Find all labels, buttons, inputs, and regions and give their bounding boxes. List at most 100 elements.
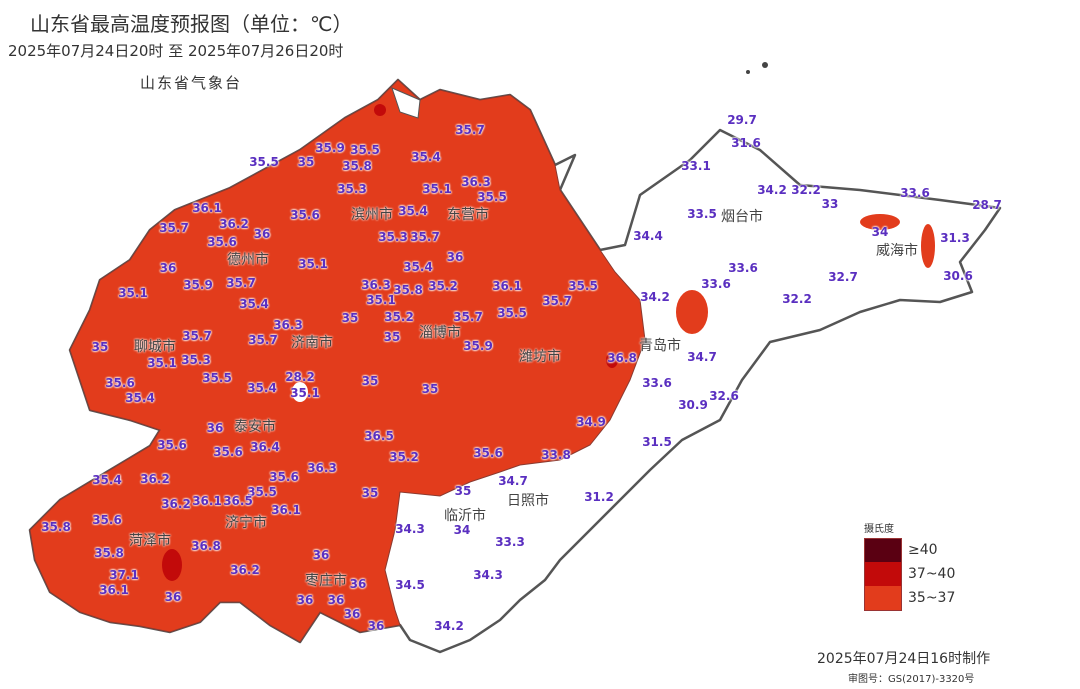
station-temperature: 31.5 (642, 435, 672, 449)
station-temperature: 36.8 (607, 351, 637, 365)
station-temperature: 35.3 (378, 230, 408, 244)
station-temperature: 36.5 (223, 494, 253, 508)
station-temperature: 35.7 (182, 329, 212, 343)
station-temperature: 36.3 (461, 175, 491, 189)
station-temperature: 35.3 (337, 182, 367, 196)
station-temperature: 36 (367, 619, 385, 633)
heat-patch (921, 224, 935, 268)
city-label: 济南市 (291, 335, 333, 351)
station-temperature: 28.7 (972, 198, 1002, 212)
legend: 摄氏度 ≥40 37~40 35~37 (864, 520, 955, 611)
station-temperature: 36.4 (250, 440, 280, 454)
station-temperature: 35.3 (181, 353, 211, 367)
station-temperature: 35.5 (350, 143, 380, 157)
station-temperature: 35 (383, 330, 401, 344)
station-temperature: 36.5 (364, 429, 394, 443)
station-temperature: 35.5 (477, 190, 507, 204)
station-temperature: 34.4 (633, 229, 663, 243)
station-temperature: 34.3 (395, 522, 425, 536)
station-temperature: 35.2 (428, 279, 458, 293)
city-label: 潍坊市 (519, 349, 561, 365)
station-temperature: 31.3 (940, 231, 970, 245)
station-temperature: 35.7 (159, 221, 189, 235)
station-temperature: 33.6 (642, 376, 672, 390)
production-time: 2025年07月24日16时制作 (817, 651, 991, 667)
station-temperature: 36.1 (192, 494, 222, 508)
heat-area-35-37 (29, 79, 646, 643)
legend-swatch (864, 562, 902, 586)
station-temperature: 35 (341, 311, 359, 325)
station-temperature: 35.7 (410, 230, 440, 244)
city-label: 滨州市 (351, 207, 393, 223)
station-temperature: 35 (421, 382, 439, 396)
station-temperature: 35.5 (568, 279, 598, 293)
station-temperature: 34.7 (687, 350, 717, 364)
map-title: 山东省最高温度预报图（单位：℃） (30, 12, 353, 36)
station-temperature: 30.9 (678, 398, 708, 412)
station-temperature: 33.6 (701, 277, 731, 291)
station-temperature: 35 (297, 155, 315, 169)
station-temperature: 34 (871, 225, 889, 239)
station-temperature: 36 (446, 250, 464, 264)
station-temperature: 33.8 (541, 448, 571, 462)
station-temperature: 36 (327, 593, 345, 607)
station-temperature: 35.4 (239, 297, 269, 311)
station-temperature: 28.2 (285, 370, 315, 384)
station-temperature: 35.6 (213, 445, 243, 459)
station-temperature: 35.6 (290, 208, 320, 222)
station-temperature: 35.1 (147, 356, 177, 370)
station-temperature: 35.4 (125, 391, 155, 405)
station-temperature: 36 (253, 227, 271, 241)
station-temperature: 34.7 (498, 474, 528, 488)
legend-swatch (864, 585, 902, 611)
legend-label: 37~40 (908, 566, 956, 582)
city-label: 东营市 (447, 207, 489, 223)
station-temperature: 29.7 (727, 113, 757, 127)
station-temperature: 35.1 (366, 293, 396, 307)
legend-title: 摄氏度 (864, 524, 894, 535)
station-temperature: 35.4 (403, 260, 433, 274)
station-temperature: 35.2 (384, 310, 414, 324)
city-label: 枣庄市 (305, 573, 347, 589)
station-temperature: 35.1 (422, 182, 452, 196)
station-temperature: 35 (454, 484, 472, 498)
station-temperature: 35.1 (290, 386, 320, 400)
city-label: 临沂市 (444, 508, 486, 524)
station-temperature: 35.1 (298, 257, 328, 271)
station-temperature: 33.6 (900, 186, 930, 200)
legend-swatch (864, 537, 902, 563)
station-temperature: 33.1 (681, 159, 711, 173)
city-label: 日照市 (507, 493, 549, 509)
city-label: 泰安市 (234, 419, 276, 435)
heat-patch-37-40 (374, 104, 386, 116)
legend-item: 37~40 (864, 562, 955, 586)
station-temperature: 31.6 (731, 136, 761, 150)
station-temperature: 34 (453, 523, 471, 537)
station-temperature: 35.9 (183, 278, 213, 292)
station-temperature: 32.7 (828, 270, 858, 284)
station-temperature: 36 (206, 421, 224, 435)
cool-pocket (292, 382, 308, 402)
station-temperature: 35.4 (247, 381, 277, 395)
legend-item: ≥40 (864, 537, 955, 563)
legend-item: 35~37 (864, 585, 955, 611)
station-temperature: 34.2 (434, 619, 464, 633)
station-temperature: 35.6 (207, 235, 237, 249)
city-label: 淄博市 (419, 325, 461, 341)
station-temperature: 35.4 (411, 150, 441, 164)
station-temperature: 35.2 (389, 450, 419, 464)
station-temperature: 33.3 (495, 535, 525, 549)
station-temperature: 35.4 (398, 204, 428, 218)
station-temperature: 36.3 (361, 278, 391, 292)
station-temperature: 33 (821, 197, 839, 211)
station-temperature: 35.6 (92, 513, 122, 527)
station-temperature: 36.3 (273, 318, 303, 332)
station-temperature: 36.1 (271, 503, 301, 517)
station-temperature: 36.2 (219, 217, 249, 231)
station-temperature: 36.2 (140, 472, 170, 486)
city-label: 济宁市 (225, 515, 267, 531)
city-label: 聊城市 (134, 339, 176, 355)
station-temperature: 35.7 (248, 333, 278, 347)
station-temperature: 35.5 (247, 485, 277, 499)
heat-patch (676, 290, 708, 334)
